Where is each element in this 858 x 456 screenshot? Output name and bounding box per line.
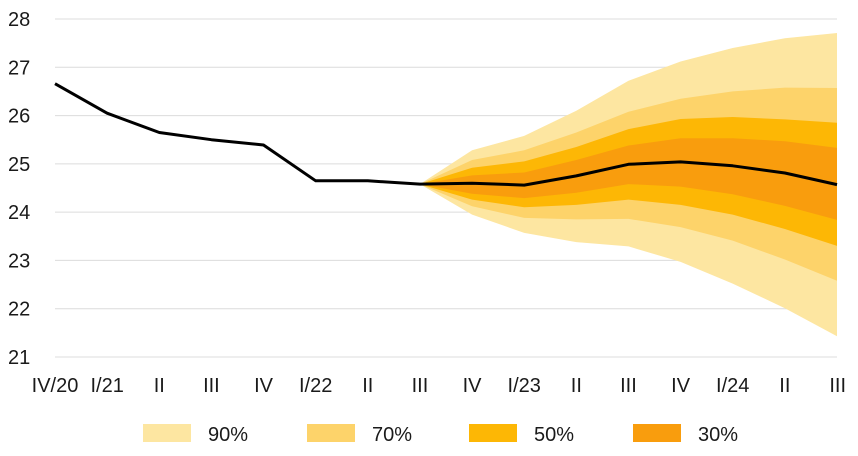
y-tick-label: 21 bbox=[8, 347, 30, 369]
x-tick-label: IV bbox=[671, 375, 691, 397]
y-axis: 21 22 23 24 25 26 27 28 bbox=[8, 9, 30, 369]
x-axis: IV/20 I/21 II III IV I/22 II III IV I/23 II III IV I/… bbox=[32, 375, 846, 397]
x-tick-label: IV bbox=[254, 375, 274, 397]
legend: 90% 70% 50% 30% bbox=[143, 424, 738, 446]
legend-label: 50% bbox=[534, 424, 574, 446]
legend-item: 30% bbox=[633, 424, 738, 446]
legend-label: 90% bbox=[208, 424, 248, 446]
x-tick-label: IV bbox=[463, 375, 483, 397]
x-tick-label: I/23 bbox=[508, 375, 541, 397]
legend-swatch bbox=[307, 424, 355, 442]
legend-item: 70% bbox=[307, 424, 412, 446]
legend-swatch bbox=[143, 424, 191, 442]
x-tick-label: III bbox=[620, 375, 637, 397]
series-line bbox=[54, 82, 838, 187]
y-tick-label: 22 bbox=[8, 299, 30, 321]
x-tick-label: II bbox=[362, 375, 373, 397]
x-tick-label: II bbox=[779, 375, 790, 397]
x-tick-label: II bbox=[571, 375, 582, 397]
band-30-pct bbox=[419, 138, 837, 220]
y-tick-label: 23 bbox=[8, 250, 30, 272]
y-tick-label: 27 bbox=[8, 57, 30, 79]
gridlines bbox=[55, 18, 837, 358]
legend-swatch bbox=[633, 424, 681, 442]
central-line bbox=[54, 82, 838, 187]
legend-item: 90% bbox=[143, 424, 248, 446]
legend-label: 30% bbox=[698, 424, 738, 446]
x-tick-label: III bbox=[412, 375, 429, 397]
y-tick-label: 26 bbox=[8, 106, 30, 128]
legend-item: 50% bbox=[469, 424, 574, 446]
x-tick-label: I/24 bbox=[716, 375, 749, 397]
x-tick-label: I/21 bbox=[90, 375, 123, 397]
y-tick-label: 25 bbox=[8, 154, 30, 176]
fan-bands bbox=[419, 33, 837, 337]
y-tick-label: 24 bbox=[8, 202, 30, 224]
x-tick-label: I/22 bbox=[299, 375, 332, 397]
y-tick-label: 28 bbox=[8, 9, 30, 31]
x-tick-label: IV/20 bbox=[32, 375, 79, 397]
x-tick-label: III bbox=[829, 375, 846, 397]
x-tick-label: III bbox=[203, 375, 220, 397]
x-tick-label: II bbox=[154, 375, 165, 397]
legend-swatch bbox=[469, 424, 517, 442]
legend-label: 70% bbox=[372, 424, 412, 446]
